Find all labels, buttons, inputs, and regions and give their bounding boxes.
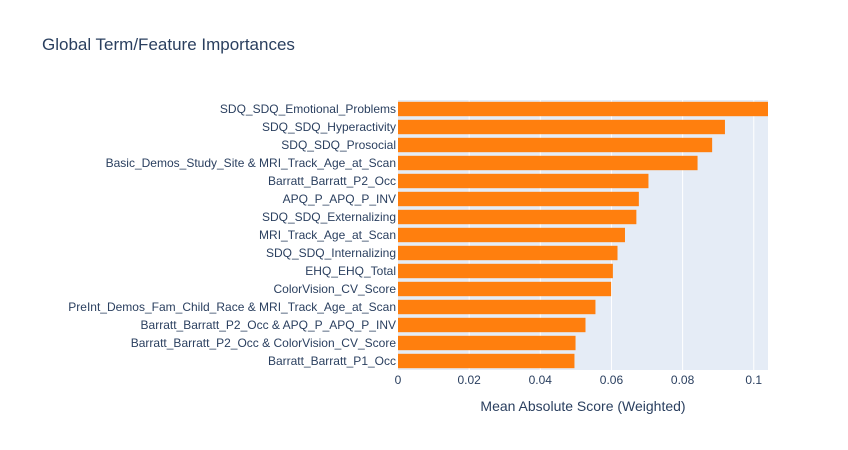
category-label: SDQ_SDQ_Emotional_Problems xyxy=(220,102,396,116)
category-label: Barratt_Barratt_P2_Occ xyxy=(268,174,396,188)
bar[interactable] xyxy=(398,155,698,171)
bar[interactable] xyxy=(398,335,576,351)
bar[interactable] xyxy=(398,137,713,153)
bar[interactable] xyxy=(398,209,637,225)
x-tick-label: 0.1 xyxy=(745,373,762,387)
category-labels: SDQ_SDQ_Emotional_Problems SDQ_SDQ_Hypera… xyxy=(68,102,396,368)
bar[interactable] xyxy=(398,191,639,207)
bars-group xyxy=(398,101,768,369)
x-axis-title: Mean Absolute Score (Weighted) xyxy=(480,398,685,414)
x-tick-label: 0.02 xyxy=(457,373,481,387)
bar[interactable] xyxy=(398,173,649,189)
bar[interactable] xyxy=(398,245,618,261)
category-label: Barratt_Barratt_P2_Occ & ColorVision_CV_… xyxy=(131,336,397,350)
category-label: Barratt_Barratt_P2_Occ & APQ_P_APQ_P_INV xyxy=(141,318,396,332)
bar[interactable] xyxy=(398,299,596,315)
bar[interactable] xyxy=(398,227,625,243)
category-label: Basic_Demos_Study_Site & MRI_Track_Age_a… xyxy=(106,156,396,170)
category-label: SDQ_SDQ_Prosocial xyxy=(281,138,396,152)
category-label: PreInt_Demos_Fam_Child_Race & MRI_Track_… xyxy=(68,300,396,314)
x-tick-label: 0.06 xyxy=(600,373,624,387)
bar[interactable] xyxy=(398,101,768,117)
x-tick-label: 0.08 xyxy=(671,373,695,387)
category-label: MRI_Track_Age_at_Scan xyxy=(259,228,396,242)
category-label: Barratt_Barratt_P1_Occ xyxy=(268,354,396,368)
chart-title: Global Term/Feature Importances xyxy=(42,35,295,54)
x-tick-label: 0.04 xyxy=(529,373,553,387)
category-label: ColorVision_CV_Score xyxy=(273,282,396,296)
bar[interactable] xyxy=(398,263,613,279)
x-axis-ticks: 0 0.02 0.04 0.06 0.08 0.1 xyxy=(395,373,763,387)
bar[interactable] xyxy=(398,281,612,297)
bar[interactable] xyxy=(398,119,725,135)
category-label: SDQ_SDQ_Hyperactivity xyxy=(262,120,396,134)
bar[interactable] xyxy=(398,353,575,369)
bar[interactable] xyxy=(398,317,586,333)
category-label: SDQ_SDQ_Internalizing xyxy=(266,246,396,260)
x-tick-label: 0 xyxy=(395,373,402,387)
category-label: SDQ_SDQ_Externalizing xyxy=(262,210,396,224)
category-label: EHQ_EHQ_Total xyxy=(305,264,396,278)
category-label: APQ_P_APQ_P_INV xyxy=(283,192,396,206)
